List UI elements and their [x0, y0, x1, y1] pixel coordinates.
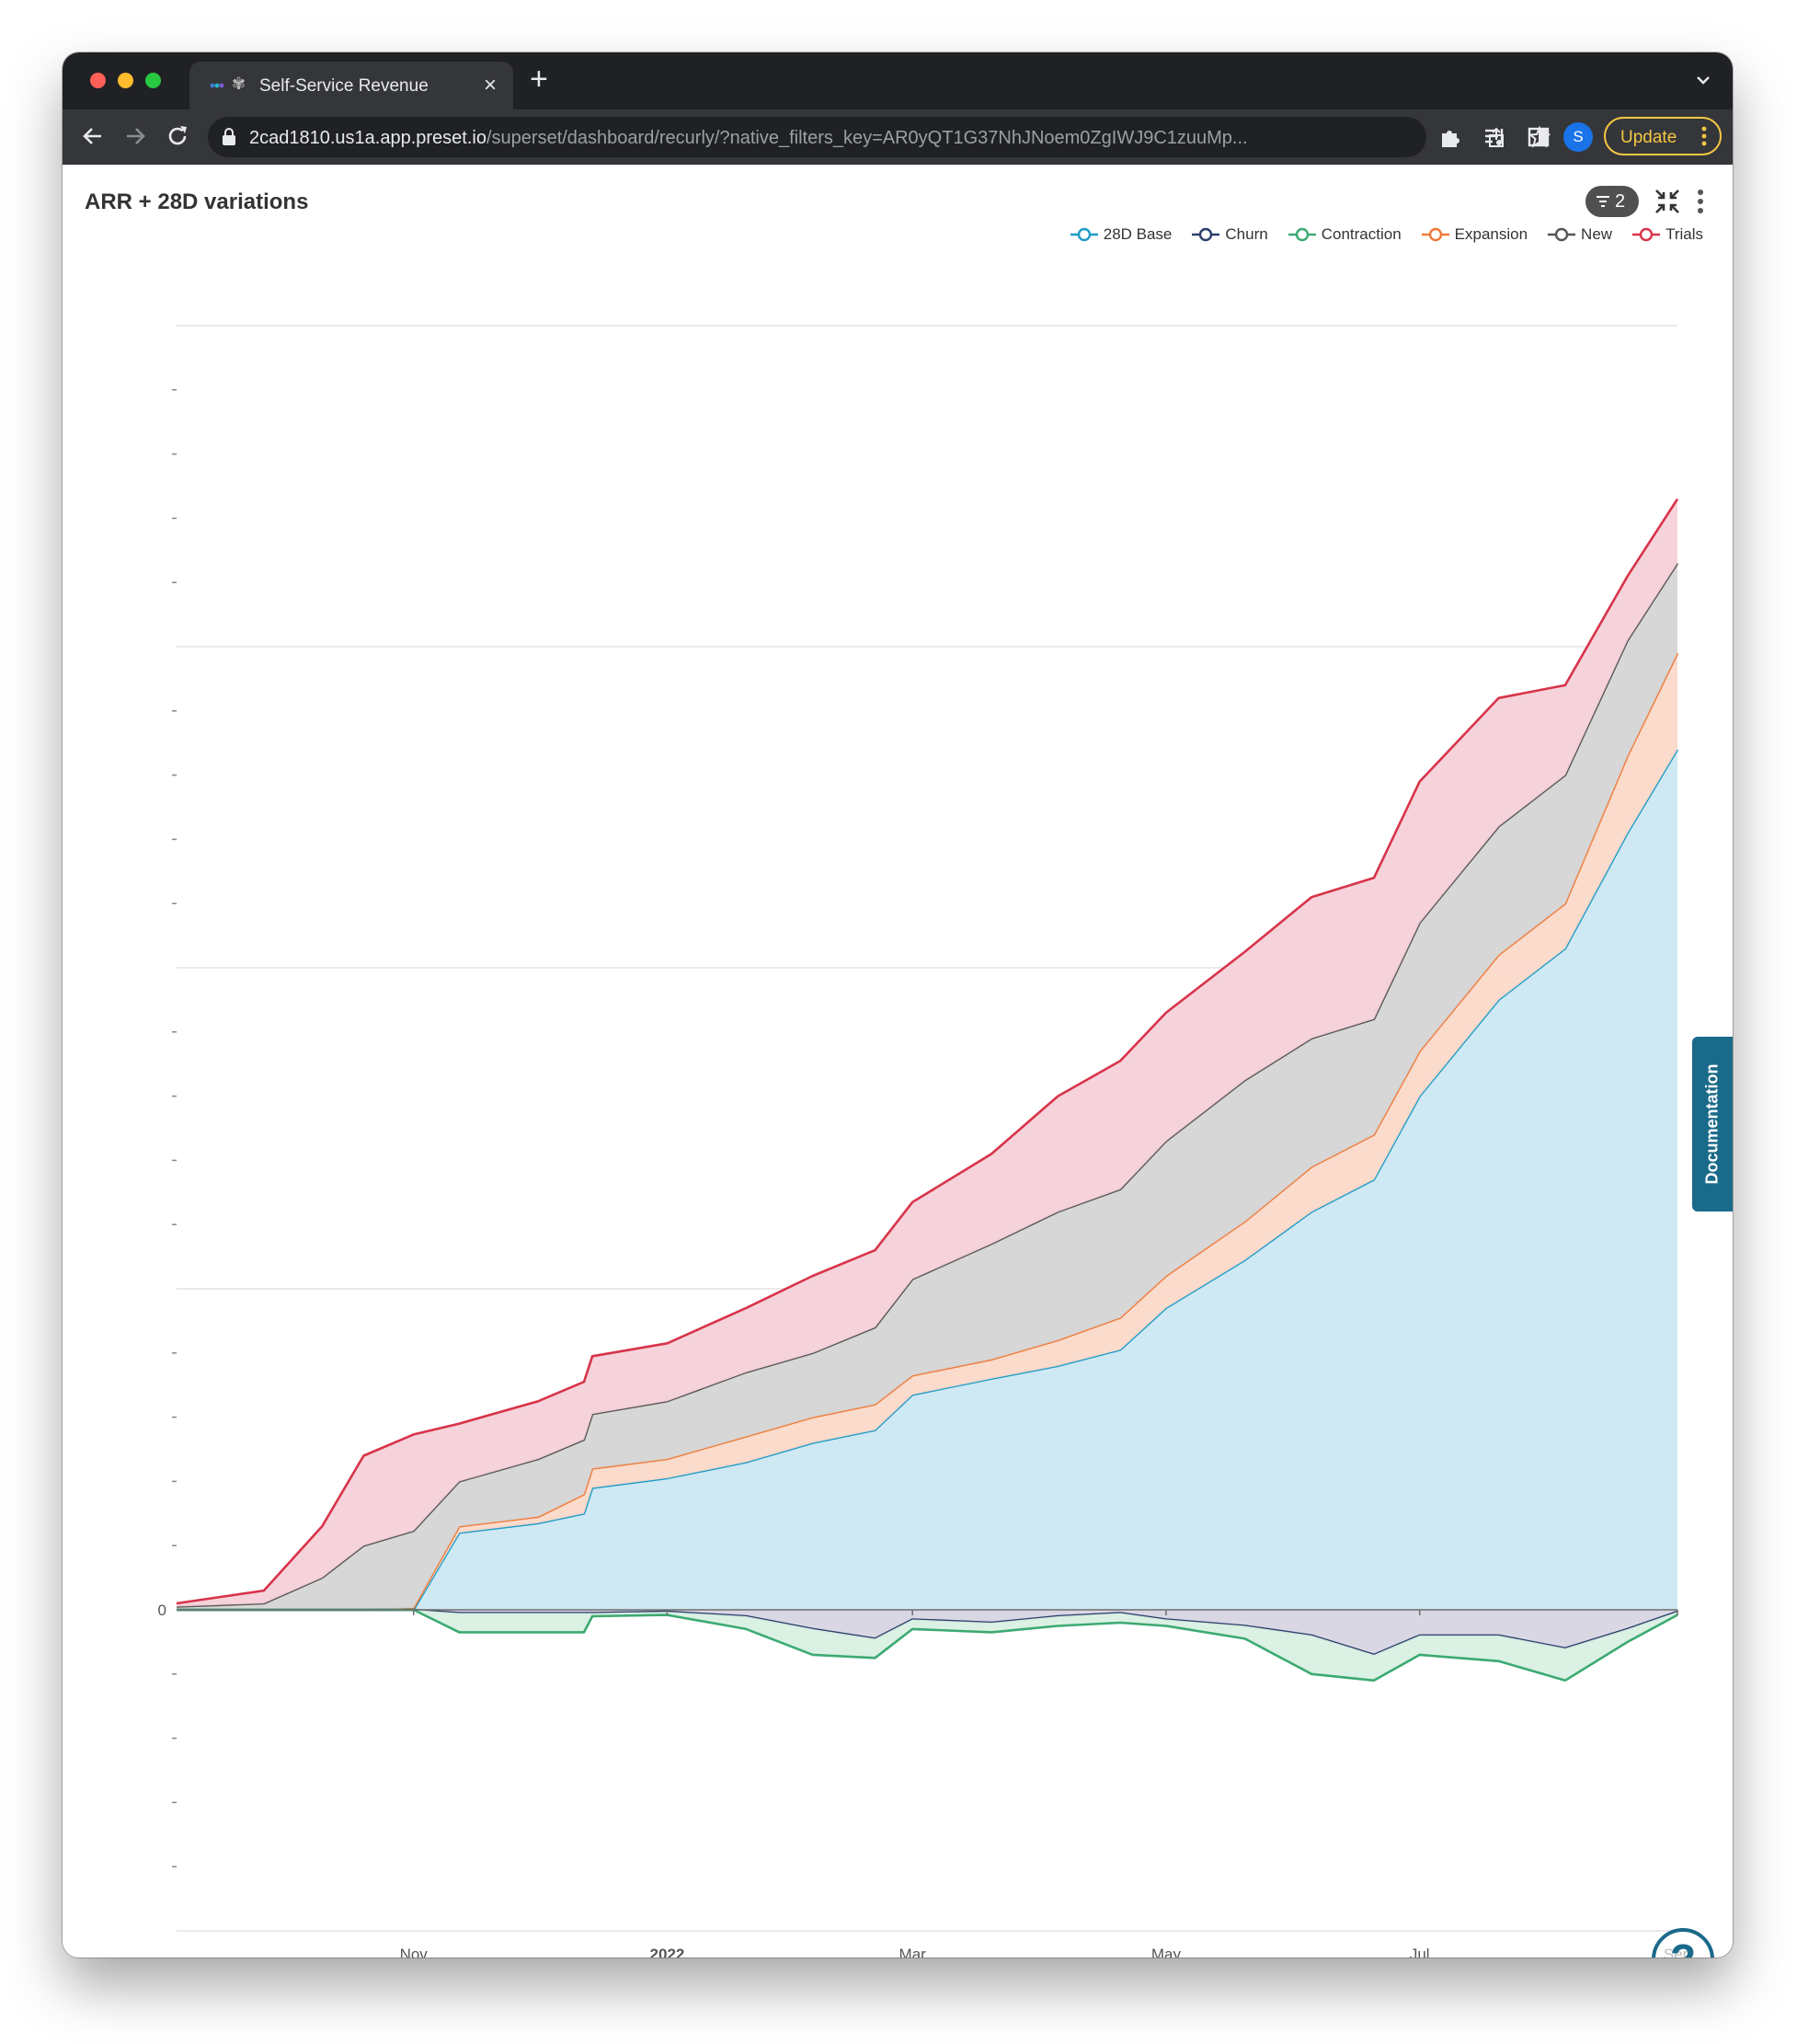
legend-label: 28D Base — [1103, 225, 1173, 243]
dashboard-content: ARR + 28D variations 2 28D Base Churn Cont… — [63, 165, 1733, 1958]
profile-avatar[interactable]: S — [1563, 122, 1593, 152]
x-tick-label: 2022 — [650, 1946, 685, 1958]
chart-title: ARR + 28D variations — [85, 189, 309, 214]
exit-fullscreen-icon[interactable] — [1654, 188, 1681, 215]
back-arrow-icon[interactable] — [79, 122, 107, 150]
legend-marker-icon — [1548, 227, 1576, 242]
legend-marker-icon — [1192, 227, 1220, 242]
series-line-contraction — [177, 1608, 1678, 1682]
legend-marker-icon — [1288, 227, 1316, 242]
new-tab-plus-icon[interactable]: + — [530, 62, 548, 97]
close-window-button[interactable] — [90, 73, 106, 88]
legend-item-contraction[interactable]: Contraction — [1288, 225, 1402, 244]
url-text: 2cad1810.us1a.app.preset.io/superset/das… — [249, 128, 1248, 149]
legend-item-churn[interactable]: Churn — [1192, 225, 1268, 244]
maximize-window-button[interactable] — [145, 73, 161, 88]
legend-item-expansion[interactable]: Expansion — [1421, 225, 1528, 244]
legend-label: Contraction — [1321, 225, 1402, 243]
filter-icon — [1597, 196, 1609, 207]
legend-item-28d-base[interactable]: 28D Base — [1070, 225, 1173, 244]
browser-tab-active[interactable]: ✾ Self-Service Revenue × — [189, 62, 513, 109]
browser-toolbar: 2cad1810.us1a.app.preset.io/superset/das… — [63, 109, 1733, 165]
y-tick-label: 0 — [158, 1602, 166, 1619]
address-bar[interactable]: 2cad1810.us1a.app.preset.io/superset/das… — [208, 117, 1551, 157]
legend-label: Trials — [1665, 225, 1703, 243]
update-button-label: Update — [1620, 128, 1677, 147]
browser-window: ✾ Self-Service Revenue × + 2cad1810.us1 — [63, 52, 1733, 1958]
tab-close-icon[interactable]: × — [483, 73, 497, 98]
legend-marker-icon — [1070, 227, 1098, 242]
area-contraction — [177, 1610, 1677, 1681]
lock-icon — [223, 128, 235, 145]
update-button[interactable]: Update — [1604, 117, 1722, 155]
media-queue-icon[interactable] — [1482, 125, 1506, 149]
tab-search-chevron-icon[interactable] — [1694, 71, 1712, 89]
minimize-window-button[interactable] — [118, 73, 133, 88]
legend-marker-icon — [1421, 227, 1449, 242]
extensions-puzzle-icon[interactable] — [1438, 125, 1462, 149]
area-expansion — [177, 653, 1677, 1610]
tab-title: Self-Service Revenue — [259, 76, 429, 96]
area-28d-base — [177, 749, 1677, 1610]
url-path: /superset/dashboard/recurly/?native_filt… — [486, 128, 1248, 148]
more-vertical-icon — [1701, 126, 1707, 146]
legend-marker-icon — [1632, 227, 1661, 242]
x-tick-label: Nov — [400, 1946, 429, 1958]
browser-tab-bar: ✾ Self-Service Revenue × + — [63, 52, 1733, 109]
chart-menu-kebab-icon[interactable] — [1696, 189, 1705, 214]
area-chart-plot: 0Nov2022MarMayJulSep — [158, 325, 1691, 1958]
legend-label: New — [1581, 225, 1613, 243]
forward-arrow-icon[interactable] — [121, 122, 149, 150]
preset-favicon-icon — [210, 83, 224, 88]
side-panel-icon[interactable] — [1527, 125, 1551, 149]
x-tick-label: May — [1151, 1946, 1182, 1958]
legend-item-new[interactable]: New — [1548, 225, 1612, 244]
area-churn — [177, 1610, 1677, 1655]
filter-count: 2 — [1615, 191, 1626, 212]
documentation-tab[interactable]: Documentation — [1692, 1037, 1733, 1211]
chart-legend: 28D Base Churn Contraction Expansion New Tria… — [1070, 225, 1703, 244]
documentation-tab-label: Documentation — [1702, 1063, 1722, 1185]
active-filters-badge[interactable]: 2 — [1585, 186, 1639, 217]
x-tick-label: Mar — [899, 1946, 927, 1958]
series-line-trials — [176, 498, 1679, 1605]
url-host: 2cad1810.us1a.app.preset.io — [249, 128, 486, 148]
legend-item-trials[interactable]: Trials — [1632, 225, 1703, 244]
reload-icon[interactable] — [164, 122, 191, 150]
x-tick-label: Jul — [1410, 1946, 1430, 1958]
legend-label: Churn — [1225, 225, 1268, 243]
area-new — [177, 563, 1677, 1610]
superset-logo-icon: ✾ — [232, 75, 246, 93]
legend-label: Expansion — [1454, 225, 1528, 243]
